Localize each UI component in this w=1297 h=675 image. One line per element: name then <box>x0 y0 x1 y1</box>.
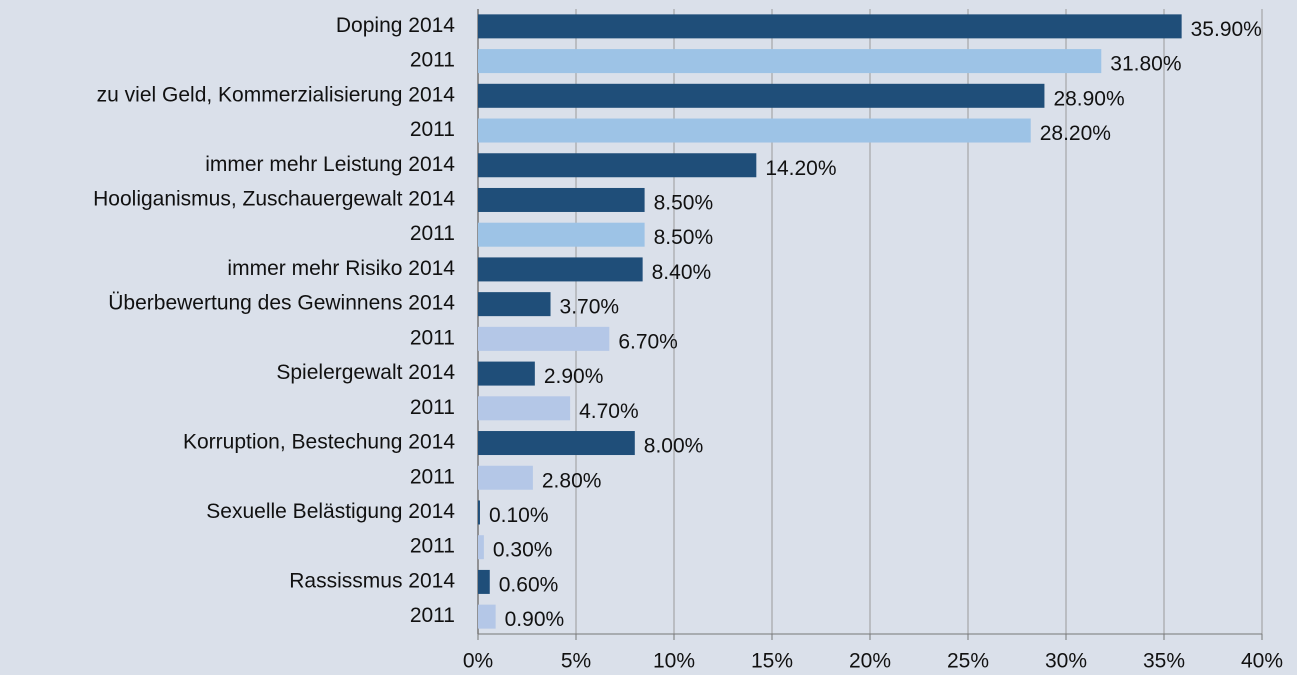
bar <box>478 535 484 560</box>
y-tick-label: Doping 2014 <box>336 14 455 37</box>
x-tick-label: 30% <box>1045 650 1087 673</box>
x-tick-label: 35% <box>1143 650 1185 673</box>
x-tick-label: 40% <box>1241 650 1283 673</box>
y-tick-label: Rassissmus 2014 <box>289 569 455 592</box>
x-tick-label: 15% <box>751 650 793 673</box>
value-label: 8.50% <box>654 226 714 249</box>
value-label: 0.30% <box>493 539 553 562</box>
value-label: 28.20% <box>1040 122 1111 145</box>
value-label: 3.70% <box>560 296 620 319</box>
value-label: 8.50% <box>654 192 714 215</box>
y-tick-label: 2011 <box>410 604 455 627</box>
value-label: 28.90% <box>1053 87 1124 110</box>
bar <box>478 431 635 456</box>
y-tick-label: 2011 <box>410 465 455 488</box>
y-tick-label: Hooliganismus, Zuschauergewalt 2014 <box>93 188 455 211</box>
y-tick-label: Spielergewalt 2014 <box>276 361 455 384</box>
value-label: 8.40% <box>652 261 712 284</box>
y-tick-label: 2011 <box>410 49 455 72</box>
bar <box>478 83 1045 108</box>
bar <box>478 153 757 178</box>
value-label: 35.90% <box>1191 18 1262 41</box>
x-tick-label: 20% <box>849 650 891 673</box>
y-tick-label: immer mehr Leistung 2014 <box>205 153 455 176</box>
y-tick-label: 2011 <box>410 535 455 558</box>
bar <box>478 500 480 525</box>
x-tick-label: 25% <box>947 650 989 673</box>
y-tick-label: 2011 <box>410 326 455 349</box>
bar <box>478 465 533 490</box>
y-tick-label: 2011 <box>410 118 455 141</box>
value-label: 0.60% <box>499 573 559 596</box>
bar <box>478 49 1102 74</box>
y-tick-label: immer mehr Risiko 2014 <box>227 257 455 280</box>
value-label: 4.70% <box>579 400 639 423</box>
bar <box>478 396 571 421</box>
value-label: 2.90% <box>544 365 604 388</box>
value-label: 0.90% <box>505 608 565 631</box>
value-label: 8.00% <box>644 435 704 458</box>
y-tick-label: zu viel Geld, Kommerzialisierung 2014 <box>97 83 456 106</box>
bar <box>478 257 643 282</box>
bar <box>478 292 551 317</box>
bar <box>478 326 610 351</box>
x-tick-label: 0% <box>463 650 493 673</box>
bar <box>478 604 496 629</box>
bar <box>478 569 490 594</box>
bar <box>478 14 1182 39</box>
bar <box>478 222 645 247</box>
bar <box>478 187 645 212</box>
y-tick-label: Sexuelle Belästigung 2014 <box>206 500 455 523</box>
value-label: 31.80% <box>1110 53 1181 76</box>
value-label: 14.20% <box>765 157 836 180</box>
value-label: 6.70% <box>618 330 678 353</box>
x-tick-label: 10% <box>653 650 695 673</box>
value-label: 2.80% <box>542 469 602 492</box>
x-tick-label: 5% <box>561 650 591 673</box>
y-tick-label: 2011 <box>410 222 455 245</box>
y-tick-label: 2011 <box>410 396 455 419</box>
bar <box>478 361 535 386</box>
y-tick-label: Überbewertung des Gewinnens 2014 <box>108 292 455 315</box>
bar <box>478 118 1031 143</box>
y-tick-label: Korruption, Bestechung 2014 <box>183 431 455 454</box>
value-label: 0.10% <box>489 504 549 527</box>
